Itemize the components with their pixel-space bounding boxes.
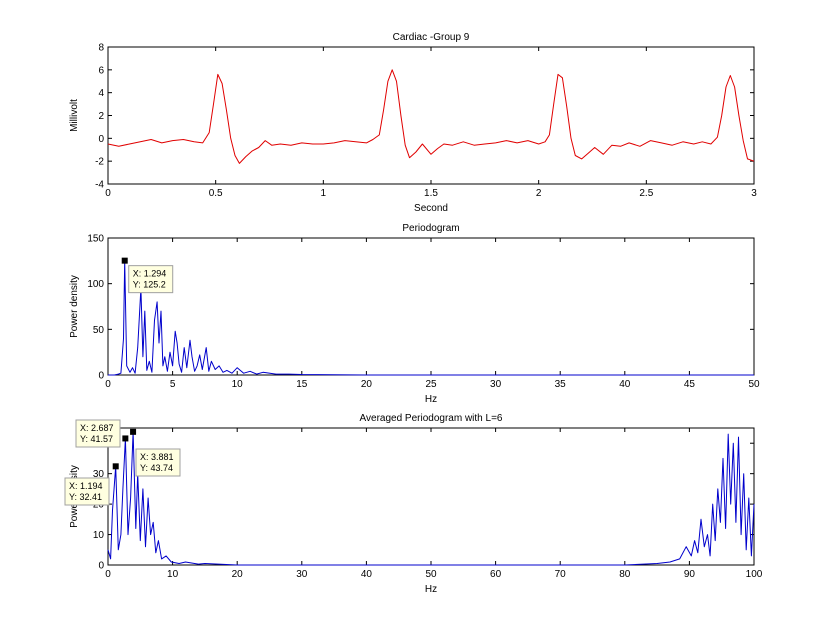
avg-periodogram-datatip-y: Y: 43.74 (140, 463, 173, 473)
periodogram-ytick-label: 0 (98, 371, 104, 382)
periodogram-series-line (108, 260, 754, 376)
periodogram-xtick-label: 40 (619, 379, 631, 390)
ecg-ytick-label: -2 (95, 157, 104, 168)
ecg-xtick-label: 2.5 (639, 188, 653, 199)
periodogram-xtick-label: 30 (490, 379, 502, 390)
avg-periodogram-datatip-box (75, 419, 121, 448)
avg-periodogram-datatip-marker (122, 435, 129, 442)
ecg-title: Cardiac -Group 9 (393, 32, 470, 43)
ecg-ytick-label: 6 (98, 65, 104, 76)
ecg-axes-box (107, 46, 755, 185)
periodogram-ytick-label: 100 (87, 279, 104, 290)
periodogram-datatip-box (128, 265, 174, 294)
avg-periodogram-axes-box (107, 427, 755, 566)
avg-periodogram-datatip-marker (112, 463, 119, 470)
avg-periodogram-xtick-label: 0 (105, 569, 111, 580)
avg-periodogram-datatip-box (135, 448, 181, 477)
ecg-ytick-label: 0 (98, 134, 104, 145)
ecg-ytick-label: 2 (98, 111, 104, 122)
avg-periodogram-ytick-label: 0 (98, 561, 104, 572)
periodogram-xtick-label: 35 (555, 379, 567, 390)
periodogram-xtick-label: 20 (361, 379, 373, 390)
ecg-series-line (107, 69, 755, 164)
periodogram-xtick-label: 45 (684, 379, 696, 390)
avg-periodogram-xtick-label: 30 (296, 569, 308, 580)
avg-periodogram-title: Averaged Periodogram with L=6 (360, 413, 503, 424)
periodogram-xtick-label: 50 (748, 379, 760, 390)
avg-periodogram-datatip-marker (130, 428, 137, 435)
ecg-xtick-label: 1.5 (424, 188, 438, 199)
periodogram-xtick-label: 25 (425, 379, 437, 390)
periodogram-ytick-label: 150 (87, 234, 104, 245)
avg-periodogram-xlabel: Hz (425, 584, 437, 595)
avg-periodogram-xtick-label: 70 (555, 569, 567, 580)
avg-periodogram-xtick-label: 40 (361, 569, 373, 580)
avg-periodogram-datatip-box (64, 477, 110, 506)
avg-periodogram-series-line (107, 431, 755, 566)
avg-periodogram-datatip-x: X: 2.687 (80, 423, 114, 433)
ecg-ytick-label: 4 (98, 88, 104, 99)
ecg-xtick-label: 0 (105, 188, 111, 199)
avg-periodogram-xtick-label: 20 (232, 569, 244, 580)
avg-periodogram-datatip-x: X: 1.194 (69, 481, 103, 491)
ecg-xtick-label: 0.5 (209, 188, 223, 199)
avg-periodogram-datatip-x: X: 3.881 (140, 452, 174, 462)
ecg-ylabel: Millivolt (69, 99, 80, 132)
periodogram-xtick-label: 15 (296, 379, 308, 390)
ecg-ytick-label: -4 (95, 180, 104, 191)
periodogram-datatip-y: Y: 125.2 (133, 280, 166, 290)
avg-periodogram-datatip-y: Y: 41.57 (80, 434, 113, 444)
avg-periodogram-datatip-y: Y: 32.41 (69, 492, 102, 502)
ecg-xtick-label: 3 (751, 188, 757, 199)
avg-periodogram-ytick-label: 10 (93, 530, 105, 541)
periodogram-axes-box (107, 237, 755, 376)
ecg-xtick-label: 2 (536, 188, 542, 199)
avg-periodogram-xtick-label: 50 (425, 569, 437, 580)
periodogram-xtick-label: 10 (232, 379, 244, 390)
periodogram-xtick-label: 5 (170, 379, 176, 390)
ecg-xtick-label: 1 (321, 188, 327, 199)
periodogram-datatip-marker (121, 257, 128, 264)
periodogram-xtick-label: 0 (105, 379, 111, 390)
periodogram-ylabel: Power density (69, 275, 80, 338)
periodogram-datatip-x: X: 1.294 (133, 269, 167, 279)
avg-periodogram-xtick-label: 60 (490, 569, 502, 580)
avg-periodogram-ytick-label: 30 (93, 469, 105, 480)
periodogram-xlabel: Hz (425, 394, 437, 405)
avg-periodogram-xtick-label: 80 (619, 569, 631, 580)
avg-periodogram-xtick-label: 100 (746, 569, 763, 580)
avg-periodogram-xtick-label: 10 (167, 569, 179, 580)
ecg-ytick-label: 8 (98, 43, 104, 54)
ecg-xlabel: Second (414, 203, 448, 214)
periodogram-title: Periodogram (402, 223, 459, 234)
periodogram-ytick-label: 50 (93, 325, 105, 336)
avg-periodogram-xtick-label: 90 (684, 569, 696, 580)
